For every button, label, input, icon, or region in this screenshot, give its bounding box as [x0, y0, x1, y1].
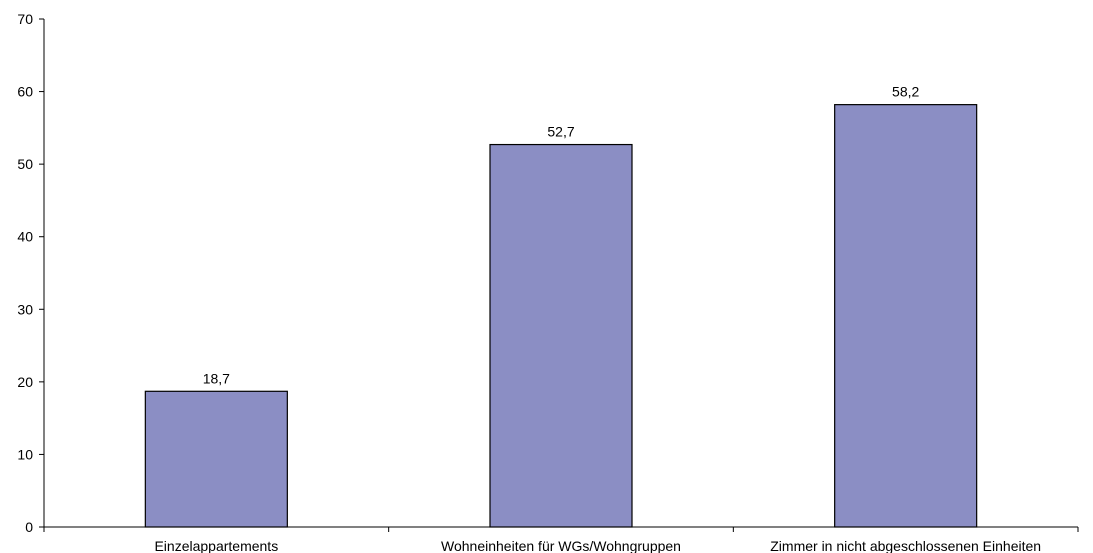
- y-tick-label-20: 20: [17, 374, 33, 390]
- labels-group: 18,7 Einzelappartements 52,7 Wohneinheiten …: [17, 11, 1041, 553]
- y-tick-label-50: 50: [17, 156, 33, 172]
- y-tick-label-0: 0: [25, 519, 33, 535]
- data-label-3: 58,2: [892, 84, 919, 100]
- bar-2: [489, 143, 633, 528]
- y-tick-label-30: 30: [17, 301, 33, 317]
- y-tick-label-70: 70: [17, 11, 33, 27]
- y-tick-label-60: 60: [17, 84, 33, 100]
- bar-3: [834, 104, 978, 528]
- bar-1: [144, 390, 288, 528]
- category-label-2: Wohneinheiten für WGs/Wohngruppen: [441, 538, 681, 553]
- y-tick-label-10: 10: [17, 446, 33, 462]
- category-label-1: Einzelappartements: [154, 538, 278, 553]
- data-label-2: 52,7: [547, 124, 574, 140]
- axes-group: [39, 18, 1079, 532]
- category-label-3: Zimmer in nicht abgeschlossenen Einheite…: [770, 538, 1041, 553]
- bars-group: [144, 104, 978, 528]
- data-label-1: 18,7: [203, 370, 230, 386]
- y-tick-label-40: 40: [17, 229, 33, 245]
